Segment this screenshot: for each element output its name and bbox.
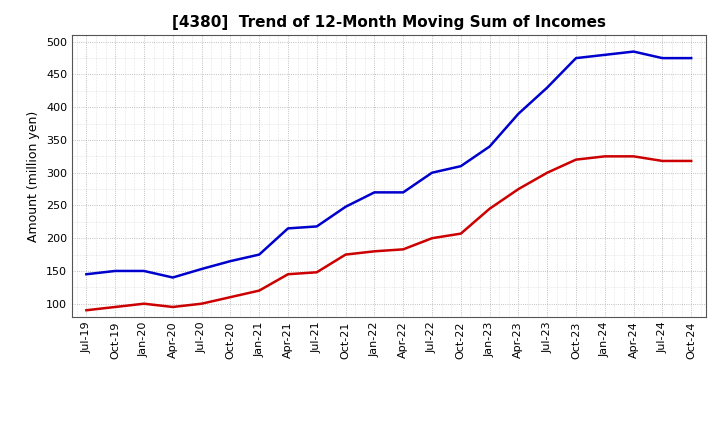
Ordinary Income bbox=[111, 268, 120, 274]
Net Income bbox=[485, 206, 494, 211]
Net Income bbox=[82, 308, 91, 313]
Net Income bbox=[197, 301, 206, 306]
Ordinary Income bbox=[428, 170, 436, 176]
Ordinary Income bbox=[600, 52, 609, 58]
Net Income bbox=[226, 294, 235, 300]
Ordinary Income bbox=[140, 268, 148, 274]
Ordinary Income bbox=[312, 224, 321, 229]
Net Income bbox=[456, 231, 465, 236]
Net Income bbox=[140, 301, 148, 306]
Ordinary Income bbox=[572, 55, 580, 61]
Net Income bbox=[255, 288, 264, 293]
Ordinary Income bbox=[284, 226, 292, 231]
Ordinary Income bbox=[341, 204, 350, 209]
Net Income bbox=[428, 235, 436, 241]
Ordinary Income bbox=[514, 111, 523, 117]
Ordinary Income bbox=[226, 258, 235, 264]
Net Income bbox=[341, 252, 350, 257]
Net Income bbox=[687, 158, 696, 164]
Ordinary Income bbox=[485, 144, 494, 149]
Ordinary Income bbox=[543, 85, 552, 90]
Ordinary Income bbox=[82, 271, 91, 277]
Ordinary Income bbox=[687, 55, 696, 61]
Net Income bbox=[629, 154, 638, 159]
Net Income bbox=[600, 154, 609, 159]
Line: Net Income: Net Income bbox=[86, 156, 691, 310]
Net Income bbox=[572, 157, 580, 162]
Ordinary Income bbox=[255, 252, 264, 257]
Ordinary Income bbox=[370, 190, 379, 195]
Net Income bbox=[399, 247, 408, 252]
Line: Ordinary Income: Ordinary Income bbox=[86, 51, 691, 278]
Title: [4380]  Trend of 12-Month Moving Sum of Incomes: [4380] Trend of 12-Month Moving Sum of I… bbox=[172, 15, 606, 30]
Net Income bbox=[284, 271, 292, 277]
Ordinary Income bbox=[197, 266, 206, 271]
Y-axis label: Amount (million yen): Amount (million yen) bbox=[27, 110, 40, 242]
Ordinary Income bbox=[399, 190, 408, 195]
Net Income bbox=[514, 187, 523, 192]
Net Income bbox=[658, 158, 667, 164]
Ordinary Income bbox=[629, 49, 638, 54]
Net Income bbox=[168, 304, 177, 310]
Net Income bbox=[370, 249, 379, 254]
Ordinary Income bbox=[168, 275, 177, 280]
Ordinary Income bbox=[456, 164, 465, 169]
Net Income bbox=[312, 270, 321, 275]
Net Income bbox=[543, 170, 552, 176]
Net Income bbox=[111, 304, 120, 310]
Ordinary Income bbox=[658, 55, 667, 61]
